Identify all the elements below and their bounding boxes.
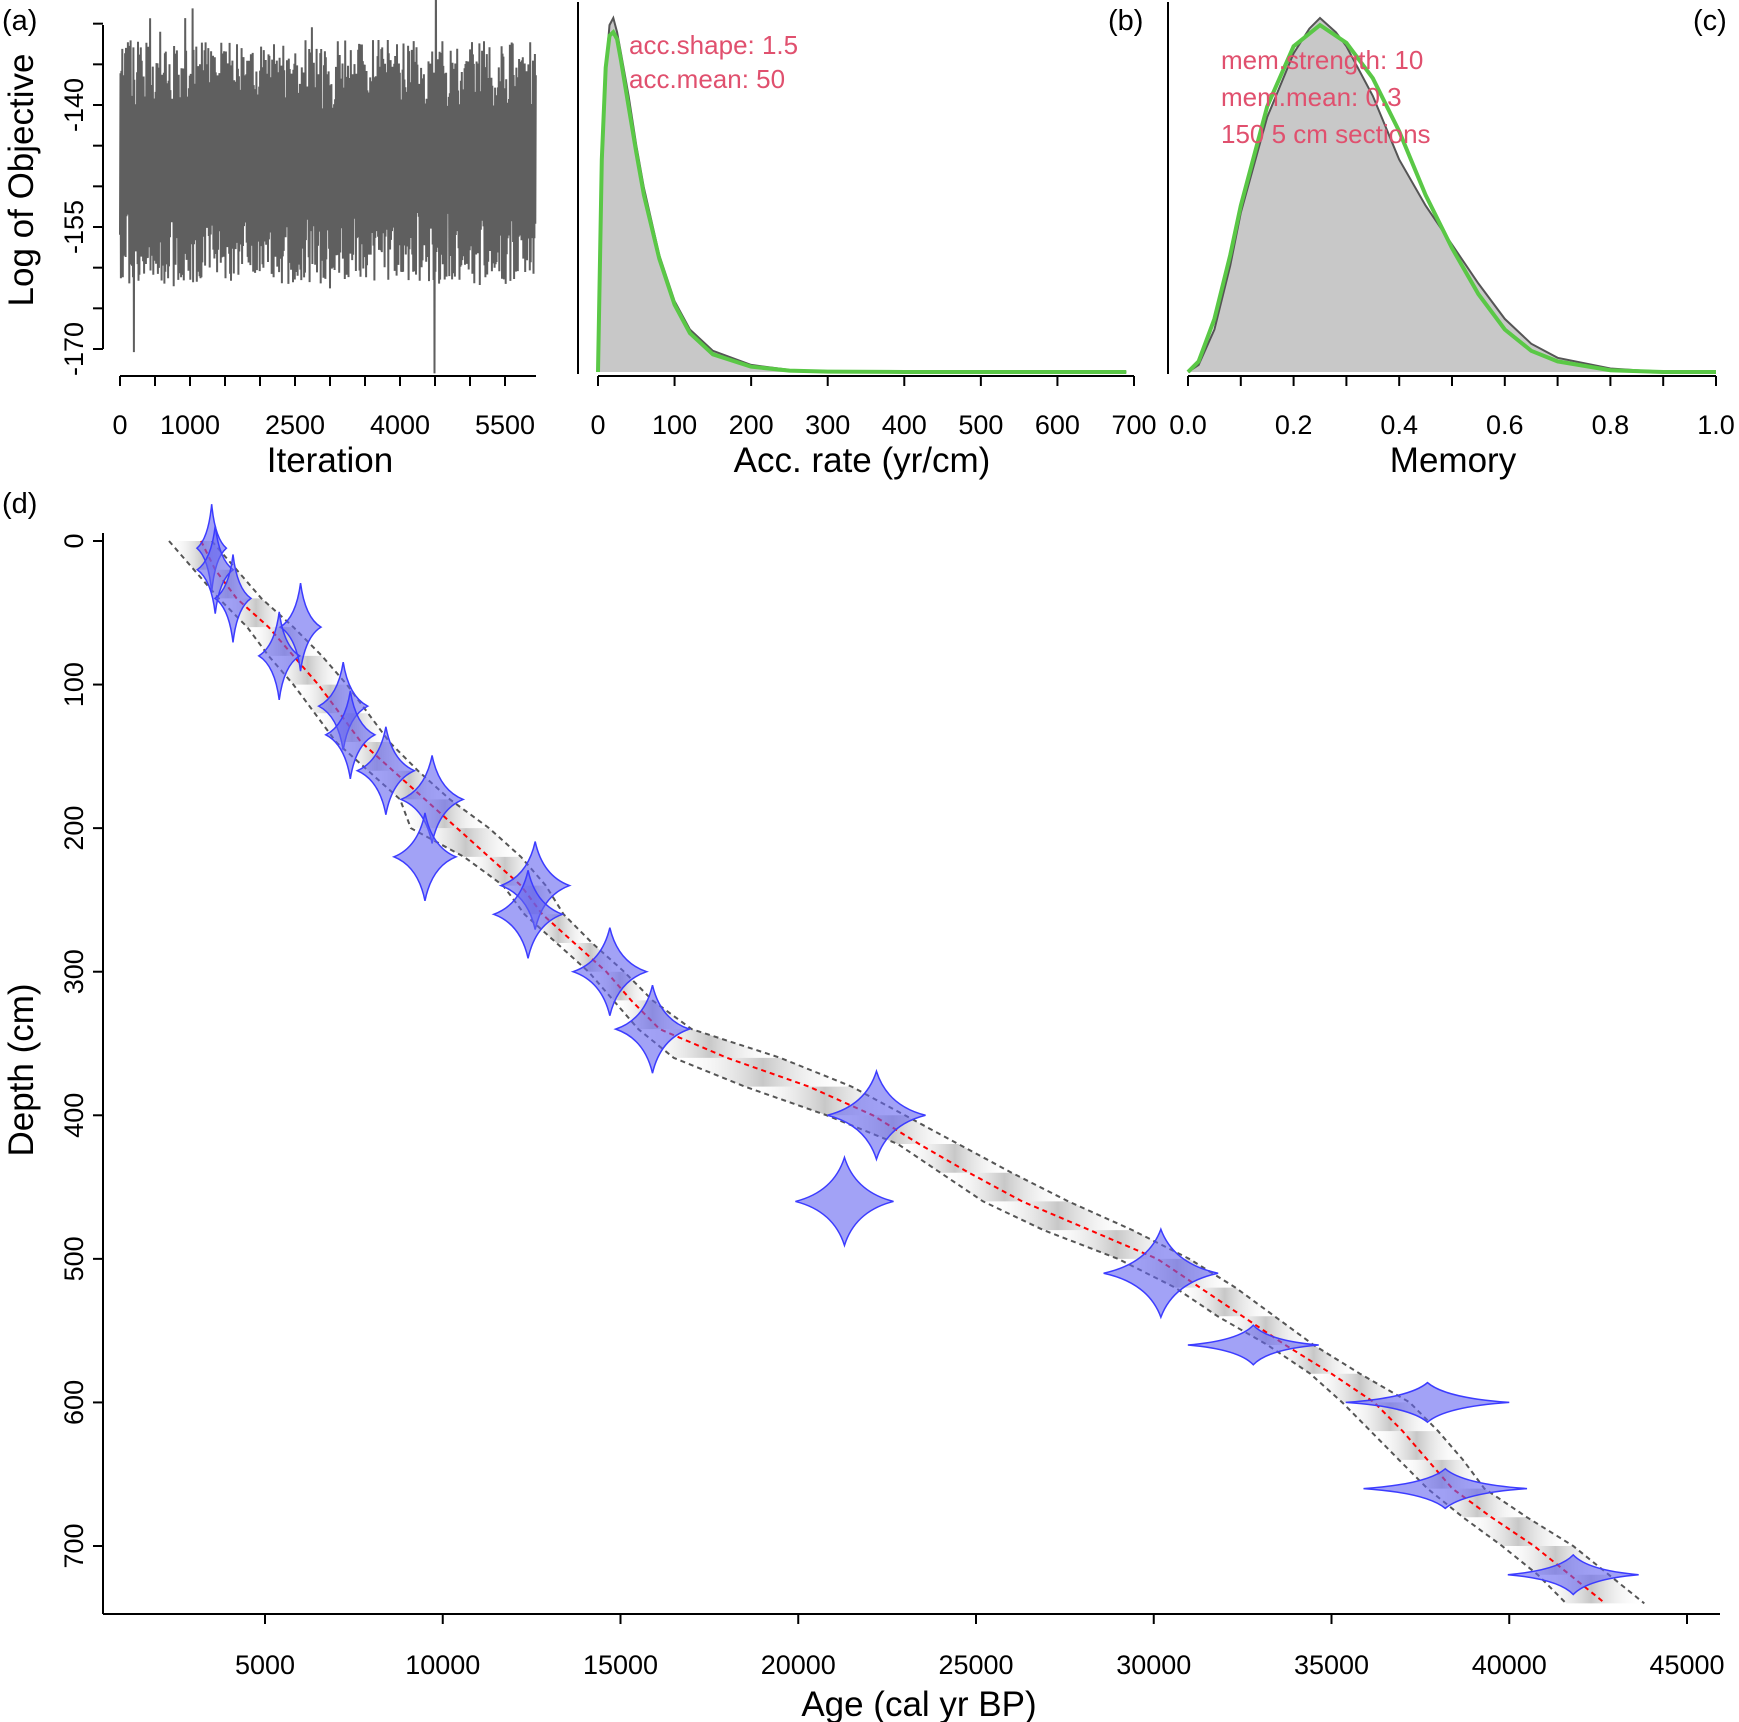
panel-d-y-tick-label: 0 [59,533,89,548]
panel-d-lower-range [168,540,1567,1605]
panel-a-x-tick-label: 2500 [265,410,325,440]
panel-d-x-tick-label: 45000 [1649,1650,1724,1680]
panel-c-x-tick-label: 0.4 [1380,410,1418,440]
panel-d-plot [168,504,1645,1605]
panel-c-x-tick-label: 1.0 [1697,410,1735,440]
panel-d-date-shape [257,611,302,700]
panel-d-y-tick-label: 400 [59,1093,89,1138]
panel-d-band-slab [1370,1431,1464,1460]
panel-b: (b) 0 100 200 300 400 500 600 700 acc.shape: 1.… [577,2,1157,480]
panel-d-y-tick-label: 500 [59,1236,89,1281]
panel-c-annotation-mean: mem.mean: 0.3 [1221,82,1402,112]
panel-d-band-slab [897,1144,1012,1173]
panel-d-x-tick-label: 40000 [1472,1650,1547,1680]
panel-d-y-tick-label: 700 [59,1523,89,1568]
panel-d-xlabel: Age (cal yr BP) [801,1685,1036,1722]
panel-d-x-tick-label: 10000 [405,1650,480,1680]
panel-b-x-tick-label: 700 [1111,410,1156,440]
panel-a: (a) -140 -155 -170 0 1000 2500 4000 5500 Iterat… [2,0,537,480]
panel-b-tag: (b) [1108,5,1143,37]
panel-d-date-shape [1187,1324,1319,1366]
panel-c-plot [1186,16,1716,374]
panel-d-date-shape [213,554,253,643]
panel-a-x-tick-label: 1000 [160,410,220,440]
panel-d-axes: 0 100 200 300 400 500 600 700 5000 10000 15000 2000… [59,533,1725,1680]
panel-d-y-tick-label: 600 [59,1380,89,1425]
panel-d-date-shape [827,1068,926,1162]
panel-d-date-shape [1345,1381,1510,1424]
panel-c-annotation-sections: 150 5 cm sections [1221,119,1431,149]
panel-d-band-slab [410,828,521,857]
panel-c-x-tick-label: 0.0 [1169,410,1207,440]
panel-b-posterior-area [598,18,1127,372]
panel-c: (c) 0.0 0.2 0.4 0.6 0.8 1.0 mem.strength: 10 … [1167,2,1735,480]
panel-b-annotation-shape: acc.shape: 1.5 [629,30,798,60]
panel-b-prior-line [596,28,1127,374]
panel-d-x-tick-label: 25000 [938,1650,1013,1680]
panel-b-x-tick-label: 400 [882,410,927,440]
panel-d-band-slab [983,1201,1133,1231]
panel-b-x-tick-label: 0 [590,410,605,440]
panel-d-y-tick-label: 300 [59,949,89,994]
panel-d-x-tick-label: 30000 [1116,1650,1191,1680]
panel-b-axes: 0 100 200 300 400 500 600 700 [577,2,1157,440]
panel-d-date-shape [1103,1227,1219,1320]
panel-b-x-tick-label: 600 [1035,410,1080,440]
panel-b-x-tick-label: 100 [652,410,697,440]
panel-a-ylabel: Log of Objective [2,54,41,307]
panel-c-axes: 0.0 0.2 0.4 0.6 0.8 1.0 [1167,2,1735,440]
panel-d-date-shape [324,690,377,779]
panel-b-x-tick-label: 500 [958,410,1003,440]
panel-b-xlabel: Acc. rate (yr/cm) [734,441,991,480]
panel-d-y-tick-label: 100 [59,662,89,707]
panel-d-tag: (d) [2,488,37,520]
panel-d-band-slab [1175,1287,1275,1317]
panel-b-annotation-mean: acc.mean: 50 [629,64,785,94]
panel-d-date-shape [355,726,417,815]
panel-c-posterior-area [1188,18,1716,372]
panel-b-x-tick-label: 200 [729,410,774,440]
panel-d-date-shape [613,984,692,1074]
panel-a-tag: (a) [2,5,37,37]
panel-c-xlabel: Memory [1390,441,1517,480]
panel-d-band-slab [940,1172,1069,1202]
panel-d-x-tick-label: 5000 [235,1650,295,1680]
panel-d-x-tick-label: 35000 [1294,1650,1369,1680]
panel-d-band-slab [1267,1345,1360,1374]
panel-d-date-shape [391,812,459,902]
panel-d-upper-range [210,540,1645,1605]
panel-d-band-slab [1463,1517,1574,1546]
panel-a-y-tick-label: -155 [59,200,89,254]
panel-a-y-tick-label: -140 [59,78,89,132]
panel-a-x-tick-label: 0 [112,410,127,440]
panel-c-prior-line [1186,22,1716,374]
panel-d-ylabel: Depth (cm) [2,983,41,1156]
panel-d-date-shape [1363,1467,1528,1510]
panel-d-date-shape [491,870,565,959]
panel-a-x-tick-label: 5500 [475,410,535,440]
panel-c-annotation-strength: mem.strength: 10 [1221,45,1423,75]
panel-c-x-tick-label: 0.6 [1486,410,1524,440]
panel-d-band-slab [673,1057,852,1087]
panel-d-date-shape [1507,1553,1639,1596]
panel-c-x-tick-label: 0.8 [1592,410,1630,440]
panel-d-date-shape [795,1154,894,1248]
panel-c-tag: (c) [1693,5,1727,37]
panel-a-axes: -140 -155 -170 0 1000 2500 4000 5500 [59,22,536,440]
panel-a-trace [119,0,537,374]
panel-b-x-tick-label: 300 [805,410,850,440]
panel-d-band-slab [1217,1316,1314,1345]
panel-d: (d) 0 100 200 300 400 500 600 700 5000 10000 15000… [2,488,1725,1722]
panel-d-x-tick-label: 15000 [583,1650,658,1680]
panel-a-x-tick-label: 4000 [370,410,430,440]
panel-a-y-tick-label: -170 [59,322,89,376]
panel-d-y-tick-label: 200 [59,806,89,851]
panel-b-plot [596,15,1127,374]
panel-d-date-shape [570,927,649,1016]
panel-d-x-tick-label: 20000 [761,1650,836,1680]
panel-a-trace-line [119,0,537,374]
panel-a-xlabel: Iteration [267,441,393,480]
panel-c-x-tick-label: 0.2 [1275,410,1313,440]
